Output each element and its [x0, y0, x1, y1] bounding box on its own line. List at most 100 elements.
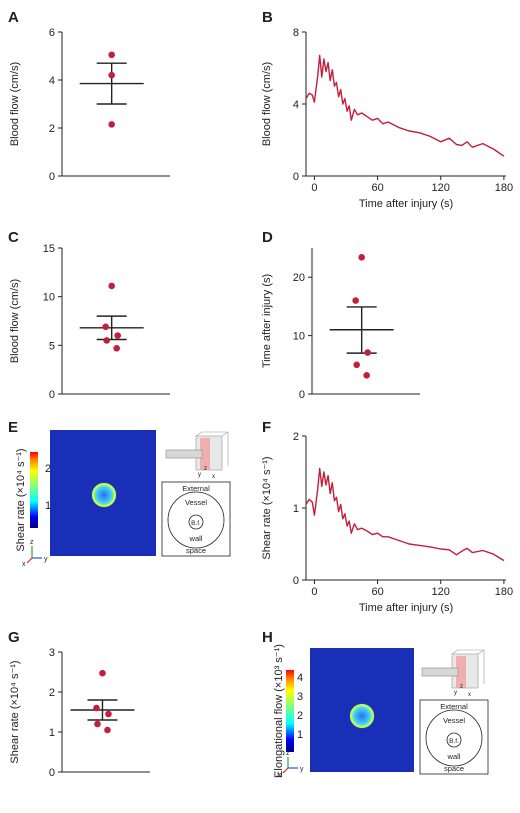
y-tick-label: 10 — [43, 292, 55, 304]
panel-e-schematic: External Vessel B.f. wall space — [161, 481, 231, 557]
panel-letter-g: G — [8, 629, 20, 646]
data-point — [114, 332, 121, 339]
y-tick-label: 20 — [293, 272, 305, 284]
y-tick-label: 5 — [49, 340, 55, 352]
svg-text:y: y — [454, 690, 457, 696]
panel-letter-c: C — [8, 229, 19, 246]
x-tick-label: 120 — [432, 182, 450, 194]
svg-text:z: z — [286, 750, 290, 757]
chart-c: 0 5 10 15 Blood flow (cm/s) — [9, 243, 170, 401]
y-axis-label: Time after injury (s) — [261, 274, 273, 368]
y-tick-label: 4 — [293, 99, 299, 111]
x-tick-label: 180 — [495, 182, 513, 194]
panel-e-ylabel: Shear rate (×10⁴ s⁻¹) — [15, 448, 27, 551]
panel-h-vessel-hotspot — [349, 703, 375, 729]
y-tick-label: 10 — [293, 331, 305, 343]
svg-text:z: z — [30, 539, 34, 546]
x-tick-label: 0 — [311, 586, 317, 598]
panel-letter-d: D — [262, 229, 273, 246]
svg-text:x: x — [468, 692, 471, 698]
data-point — [93, 704, 100, 712]
y-axis-label: Shear rate (×10⁴ s⁻¹) — [9, 660, 21, 763]
svg-text:z: z — [460, 684, 463, 690]
y-tick-label: 6 — [49, 27, 55, 39]
y-tick-label: 1 — [49, 727, 55, 739]
data-point — [113, 344, 120, 352]
schematic-bf-label: B.f. — [449, 738, 459, 745]
svg-text:y: y — [44, 556, 48, 563]
panel-h-axes-triad-icon: z y x — [278, 750, 304, 779]
panel-letter-b: B — [262, 9, 273, 26]
x-tick-label: 0 — [311, 182, 317, 194]
y-tick-label: 1 — [293, 503, 299, 515]
schematic-vessel-label: Vessel — [185, 498, 207, 507]
x-tick-label: 180 — [495, 586, 513, 598]
data-point — [358, 254, 365, 261]
panel-e-colorbar — [30, 452, 38, 528]
series-line — [305, 467, 505, 562]
schematic-external-label: External — [440, 702, 468, 711]
y-tick-label: 15 — [43, 243, 55, 255]
schematic-vessel-label: Vessel — [443, 716, 465, 725]
svg-text:x: x — [22, 561, 26, 568]
chart-a: 0 2 4 6 Blood flow (cm/s) — [9, 27, 170, 183]
schematic-space-label: space — [444, 764, 464, 773]
panel-letter-e: E — [8, 419, 18, 436]
y-tick-label: 0 — [293, 575, 299, 587]
y-tick-label: 2 — [49, 123, 55, 135]
y-axis-label: Blood flow (cm/s) — [9, 62, 21, 146]
chart-f: 0 1 2 Shear rate (×10⁴ s⁻¹) 0 60 120 180 Time af… — [261, 431, 513, 614]
y-tick-label: 8 — [293, 27, 299, 39]
y-tick-label: 2 — [49, 687, 55, 699]
panel-e-axes-triad-icon: z y x — [22, 539, 48, 568]
data-point — [364, 349, 371, 356]
data-point — [108, 51, 115, 59]
data-point — [103, 337, 110, 344]
svg-text:z: z — [204, 466, 207, 472]
panel-h-schematic: External Vessel B.f. wall space — [419, 699, 489, 775]
y-tick-label: 0 — [293, 171, 299, 183]
data-point — [108, 282, 115, 290]
y-axis-label: Shear rate (×10⁴ s⁻¹) — [261, 456, 273, 559]
data-point — [352, 297, 359, 304]
panel-h-field: Elongational flow (×10³ s⁻¹) 4 3 2 1 z y… — [273, 644, 489, 779]
panel-h-colorbar — [286, 670, 294, 752]
panel-e-cbar-tick: 2 — [45, 463, 51, 475]
y-tick-label: 0 — [49, 389, 55, 401]
data-point — [363, 372, 370, 379]
panel-h-cbar-tick: 3 — [297, 691, 303, 703]
panel-letter-h: H — [262, 629, 273, 646]
y-tick-label: 0 — [49, 171, 55, 183]
x-tick-label: 60 — [371, 182, 383, 194]
panel-e-vessel-hotspot — [91, 482, 117, 508]
panel-e-field: Shear rate (×10⁴ s⁻¹) 2 1 z y x yzx — [15, 430, 231, 568]
panel-h-cbar-tick: 2 — [297, 710, 303, 722]
panel-h-cbar-tick: 1 — [297, 729, 303, 741]
data-point — [105, 710, 112, 718]
data-point — [102, 323, 109, 331]
panel-h-cbar-tick: 4 — [297, 672, 303, 684]
x-tick-label: 60 — [371, 586, 383, 598]
schematic-wall-label: wall — [189, 534, 203, 543]
panel-letter-a: A — [8, 9, 19, 26]
y-tick-label: 0 — [49, 767, 55, 779]
y-axis-label: Blood flow (cm/s) — [9, 279, 21, 363]
data-point — [99, 669, 106, 677]
panel-letter-f: F — [262, 419, 271, 436]
x-tick-label: 120 — [432, 586, 450, 598]
chart-d: 0 10 20 Time after injury (s) — [261, 248, 420, 401]
panel-e-vessel-ring — [92, 483, 116, 507]
y-tick-label: 0 — [299, 389, 305, 401]
schematic-external-label: External — [182, 484, 210, 493]
panel-e-cbar-tick: 1 — [45, 500, 51, 512]
x-axis-label: Time after injury (s) — [359, 198, 453, 210]
svg-text:x: x — [278, 772, 282, 779]
svg-text:x: x — [212, 474, 215, 480]
schematic-space-label: space — [186, 546, 206, 555]
data-point — [108, 71, 115, 79]
svg-text:y: y — [198, 472, 201, 478]
y-tick-label: 3 — [49, 647, 55, 659]
panel-e-model-icon: yzx — [165, 431, 229, 480]
x-axis-label: Time after injury (s) — [359, 602, 453, 614]
data-point — [108, 121, 115, 128]
